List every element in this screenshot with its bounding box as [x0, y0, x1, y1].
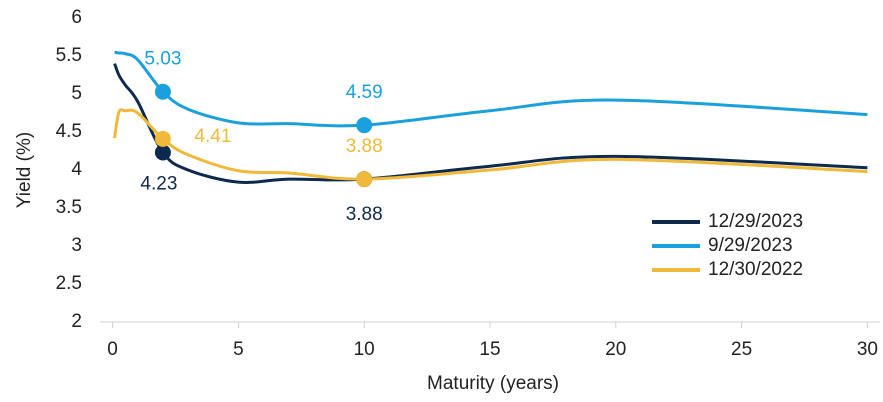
x-tick-label: 15: [479, 339, 500, 360]
y-tick-label: 4.5: [56, 121, 82, 142]
y-tick-label: 2: [71, 311, 82, 332]
legend-label: 9/29/2023: [708, 235, 793, 256]
data-point: [356, 117, 373, 134]
x-tick-label: 25: [731, 339, 752, 360]
y-axis-title: Yield (%): [14, 132, 35, 208]
series-line: [113, 108, 868, 181]
data-point: [154, 144, 171, 161]
x-tick-label: 0: [107, 339, 118, 360]
legend-label: 12/29/2023: [708, 211, 803, 232]
data-label: 5.03: [144, 49, 181, 70]
data-label: 4.23: [140, 174, 177, 195]
x-tick-label: 30: [857, 339, 878, 360]
y-tick-label: 3.5: [56, 197, 82, 218]
y-tick-label: 4: [71, 159, 82, 180]
data-label: 3.88: [346, 136, 383, 157]
x-tick-label: 10: [354, 339, 375, 360]
legend-label: 12/30/2022: [708, 259, 803, 280]
data-label: 4.41: [194, 126, 231, 147]
y-tick-label: 5: [71, 83, 82, 104]
data-label: 3.88: [346, 204, 383, 225]
x-tick-label: 5: [233, 339, 244, 360]
data-point: [154, 83, 171, 100]
y-tick-label: 3: [71, 235, 82, 256]
data-point: [356, 171, 373, 188]
y-tick-label: 5.5: [56, 45, 82, 66]
series-line: [114, 50, 868, 128]
x-tick-label: 20: [605, 339, 626, 360]
y-tick-label: 2.5: [56, 273, 82, 294]
series-line: [113, 63, 868, 184]
data-label: 4.59: [346, 82, 383, 103]
data-point: [154, 130, 171, 147]
x-axis-title: Maturity (years): [427, 373, 559, 394]
y-tick-label: 6: [71, 7, 82, 28]
